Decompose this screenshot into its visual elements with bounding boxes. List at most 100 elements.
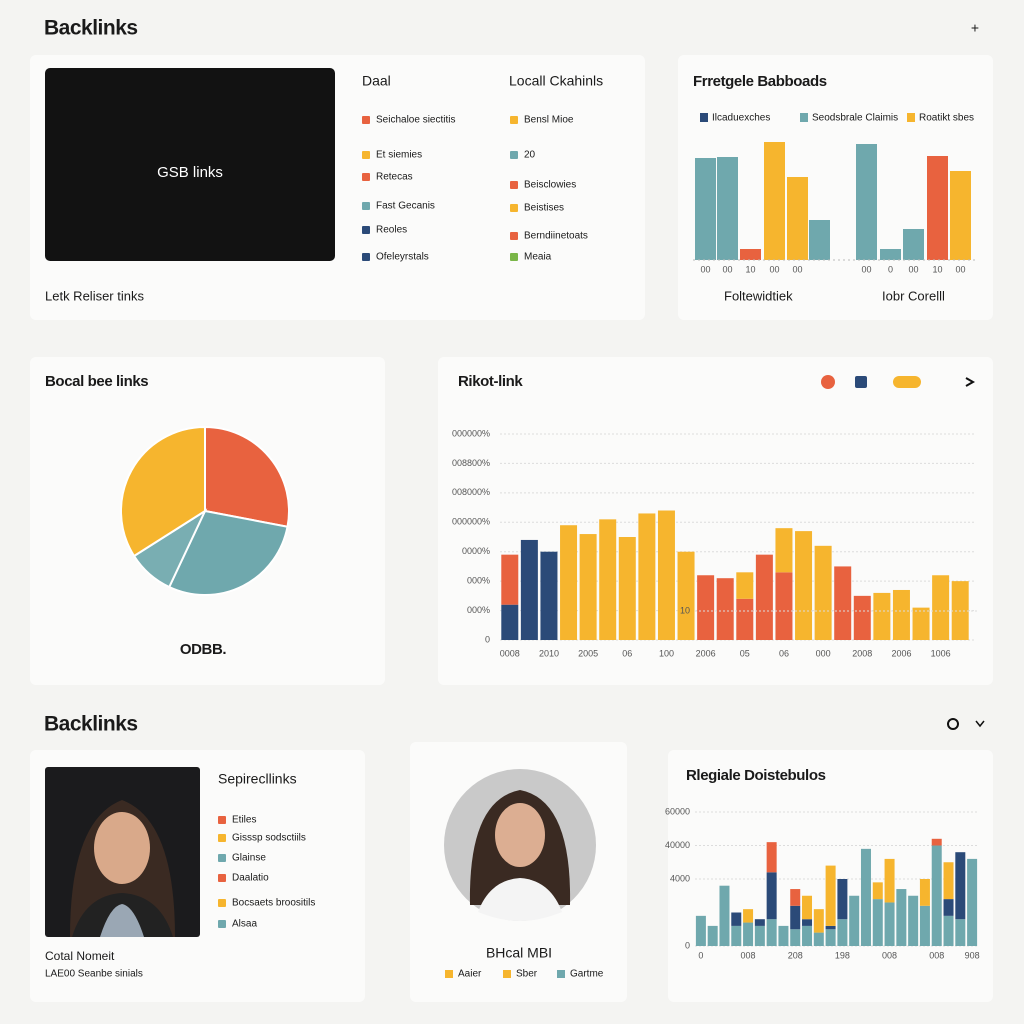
x-tick-label: 00 <box>792 264 802 274</box>
legend-label: Ilcaduexches <box>712 113 770 124</box>
list-title: Locall Ckahinls <box>509 73 603 89</box>
bar-segment <box>707 925 718 946</box>
bar-segment <box>677 551 695 640</box>
x-tick-label: 00 <box>908 264 918 274</box>
bar-segment <box>919 905 930 946</box>
pie-slice <box>120 425 206 558</box>
settings-icon[interactable] <box>947 718 959 730</box>
bar <box>764 142 785 260</box>
legend-label: Aaier <box>458 969 482 980</box>
bar-segment <box>908 895 919 946</box>
legend-label: Seodsbrale Claimis <box>812 113 898 124</box>
x-tick-label: 2006 <box>891 648 911 658</box>
next-arrow[interactable] <box>965 377 976 387</box>
chart-title: Bocal bee links <box>45 373 148 390</box>
y-tick-label: 000000% <box>452 517 490 527</box>
bar <box>695 158 716 260</box>
x-tick-label: 0008 <box>500 648 520 658</box>
bar-segment <box>813 932 824 946</box>
legend-swatch <box>503 970 511 978</box>
x-tick-label: 198 <box>835 950 850 960</box>
y-tick-label: 10 <box>680 605 690 615</box>
bar-segment <box>802 925 813 946</box>
list-bullet <box>362 116 370 124</box>
list-item: Daalatio <box>232 873 269 884</box>
chart-title: Frretgele Babboads <box>693 73 827 90</box>
y-tick-label: 000% <box>467 605 490 615</box>
bar-segment <box>579 534 597 640</box>
list-bullet <box>362 253 370 261</box>
list-title: Daal <box>362 73 391 89</box>
bar-segment <box>872 899 883 946</box>
bar-segment <box>932 575 950 640</box>
bar-segment <box>731 925 742 946</box>
bar-segment <box>967 858 978 946</box>
legend-swatch <box>800 113 808 122</box>
bar-segment <box>790 889 801 906</box>
list-item: Beisclowies <box>524 180 576 191</box>
bar-segment <box>695 915 706 946</box>
bar-segment <box>837 879 848 920</box>
bar-segment <box>766 919 777 946</box>
list-item: 20 <box>524 150 536 161</box>
bar-segment <box>834 566 852 640</box>
y-tick-label: 60000 <box>665 806 690 816</box>
list-item: Berndiinetoats <box>524 231 588 242</box>
bar-segment <box>814 545 832 640</box>
pie-label: ODBB. <box>180 641 227 658</box>
bar-segment <box>736 572 754 599</box>
bar-segment <box>501 554 519 605</box>
add-button[interactable]: + <box>971 20 979 36</box>
list-bullet <box>218 834 226 842</box>
list-bullet <box>510 253 518 261</box>
bar-segment <box>560 525 578 640</box>
bar-segment <box>884 902 895 946</box>
bar-segment <box>837 919 848 946</box>
avatar-face <box>495 803 545 867</box>
legend-label: Sber <box>516 969 538 980</box>
bar-segment <box>802 919 813 926</box>
bar-segment <box>754 925 765 946</box>
profile-name: Cotal Nomeit <box>45 949 115 963</box>
legend-swatch <box>557 970 565 978</box>
preview-panel[interactable] <box>45 68 335 261</box>
bar-segment <box>802 895 813 920</box>
list-bullet <box>510 116 518 124</box>
x-tick-label: 00 <box>722 264 732 274</box>
bar-segment <box>896 889 907 946</box>
x-tick-label: 100 <box>659 648 674 658</box>
y-tick-label: 0 <box>485 634 490 644</box>
legend-icon <box>893 376 921 388</box>
x-tick-label: 008 <box>929 950 944 960</box>
bar-segment <box>743 922 754 946</box>
y-tick-label: 40000 <box>665 840 690 850</box>
chart-title: Rikot-link <box>458 373 523 390</box>
bar-segment <box>775 528 793 573</box>
x-tick-label: 008 <box>741 950 756 960</box>
y-tick-label: 008000% <box>452 487 490 497</box>
bar-segment <box>955 919 966 946</box>
bar-segment <box>860 848 871 946</box>
list-bullet <box>510 181 518 189</box>
bar-segment <box>943 915 954 946</box>
bar-segment <box>520 539 538 640</box>
x-tick-label: 008 <box>882 950 897 960</box>
section-title: Backlinks <box>44 713 138 736</box>
dropdown-icon[interactable] <box>975 720 985 728</box>
preview-label: GSB links <box>157 164 223 181</box>
y-tick-label: 000% <box>467 576 490 586</box>
pie-slice <box>204 425 290 528</box>
list-item: Retecas <box>376 172 413 183</box>
list-bullet <box>218 816 226 824</box>
bar-segment <box>931 838 942 846</box>
photo-face <box>94 812 150 884</box>
bar-segment <box>657 510 675 640</box>
list-bullet <box>218 920 226 928</box>
bar-segment <box>872 882 883 900</box>
list-bullet <box>510 151 518 159</box>
bar <box>880 249 901 260</box>
bar-segment <box>919 879 930 906</box>
bar-segment <box>849 895 860 946</box>
page-title: Backlinks <box>44 17 138 40</box>
